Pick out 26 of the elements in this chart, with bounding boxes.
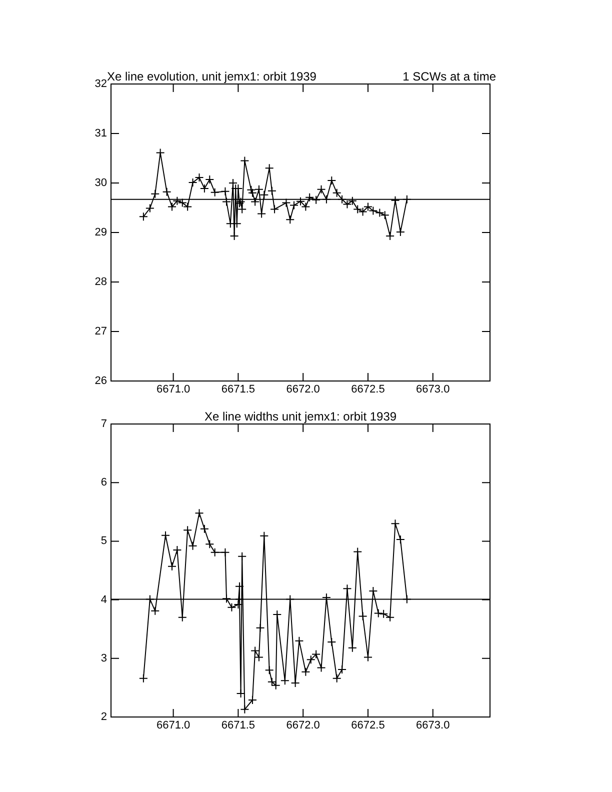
y-tick-label: 28 xyxy=(94,276,107,288)
chart-title: Xe line evolution, unit jemx1: orbit 1939 xyxy=(107,69,317,84)
x-tick-label: 6671.0 xyxy=(156,720,190,732)
chart-title: Xe line widths unit jemx1: orbit 1939 xyxy=(204,409,397,424)
y-tick-label: 29 xyxy=(94,226,107,239)
y-tick-label: 5 xyxy=(100,535,107,548)
x-tick-label: 6671.0 xyxy=(156,384,190,396)
y-tick-label: 27 xyxy=(94,326,107,338)
x-tick-label: 6672.0 xyxy=(286,720,320,732)
x-tick-label: 6672.0 xyxy=(286,384,320,396)
y-tick-label: 30 xyxy=(94,177,107,190)
x-tick-label: 6671.5 xyxy=(221,384,256,396)
y-tick-label: 26 xyxy=(94,375,107,388)
y-tick-label: 7 xyxy=(100,418,107,430)
x-tick-label: 6672.5 xyxy=(351,384,385,396)
y-tick-label: 32 xyxy=(94,78,107,90)
y-tick-label: 3 xyxy=(100,652,107,664)
y-tick-label: 31 xyxy=(94,128,107,140)
x-tick-label: 6673.0 xyxy=(416,384,450,396)
y-tick-label: 2 xyxy=(100,711,107,724)
y-tick-label: 4 xyxy=(100,594,107,606)
x-tick-label: 6671.5 xyxy=(221,720,256,732)
x-tick-label: 6673.0 xyxy=(416,720,450,732)
x-tick-label: 6672.5 xyxy=(351,720,385,732)
text: 1 SCWs at a time xyxy=(402,69,496,84)
y-tick-label: 6 xyxy=(100,476,107,489)
